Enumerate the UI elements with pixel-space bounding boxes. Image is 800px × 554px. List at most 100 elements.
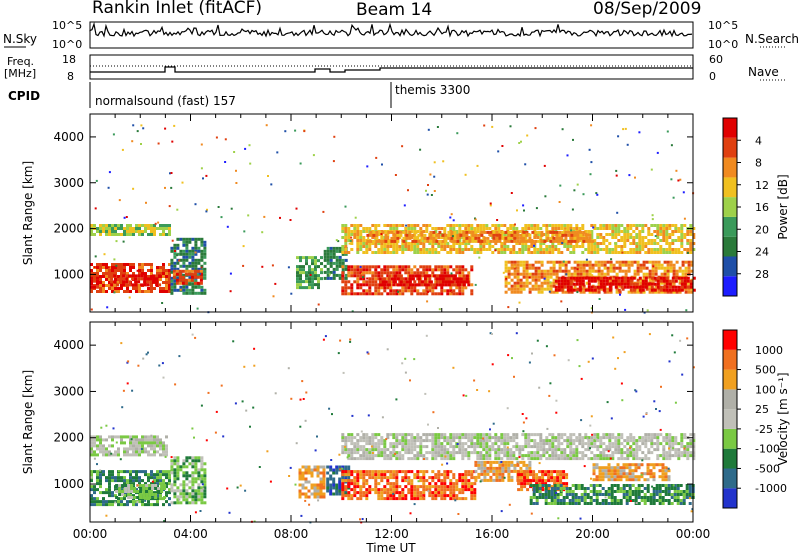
power-echo-cell (374, 224, 378, 227)
power-echo-cell (542, 233, 546, 236)
velocity-echo-cell (617, 433, 621, 437)
power-echo-cell (179, 252, 183, 256)
power-echo-cell (146, 280, 150, 284)
power-echo-cell (191, 246, 195, 250)
velocity-echo-cell (93, 444, 96, 448)
velocity-echo-cell (434, 454, 438, 458)
power-echo-cell (365, 245, 369, 248)
power-echo-cell (570, 266, 574, 270)
power-scatter-point (474, 218, 477, 221)
velocity-echo-cell (605, 445, 609, 449)
power-echo-cell (359, 292, 363, 296)
power-echo-cell (380, 251, 384, 254)
power-echo-cell (93, 285, 96, 289)
power-echo-cell (596, 248, 600, 251)
velocity-echo-cell (692, 448, 696, 452)
velocity-echo-cell (341, 445, 345, 449)
power-echo-cell (437, 251, 441, 254)
velocity-echo-cell (560, 433, 564, 437)
power-echo-cell (425, 230, 429, 233)
velocity-echo-cell (596, 433, 600, 437)
velocity-echo-cell (449, 488, 453, 492)
power-echo-cell (513, 266, 517, 270)
velocity-echo-cell (341, 491, 345, 495)
power-echo-cell (681, 263, 685, 267)
power-echo-cell (680, 233, 684, 236)
power-echo-cell (470, 268, 474, 272)
velocity-echo-cell (150, 444, 153, 448)
velocity-echo-cell (449, 457, 453, 461)
velocity-echo-cell (407, 451, 411, 455)
power-echo-cell (102, 287, 105, 290)
power-echo-cell (542, 242, 546, 245)
velocity-echo-cell (124, 490, 128, 493)
velocity-echo-cell (443, 448, 447, 452)
power-echo-cell (519, 287, 523, 291)
power-echo-cell (638, 224, 642, 227)
power-echo-cell (362, 289, 366, 293)
power-echo-cell (138, 284, 141, 287)
power-echo-cell (558, 230, 562, 234)
power-echo-cell (138, 227, 141, 230)
power-echo-cell (96, 285, 99, 289)
velocity-echo-cell (440, 448, 444, 452)
power-echo-cell (393, 236, 397, 240)
velocity-echo-cell (467, 433, 471, 437)
power-echo-cell (368, 277, 372, 281)
velocity-echo-cell (401, 488, 405, 492)
power-echo-cell (422, 224, 426, 227)
power-echo-cell (377, 283, 381, 287)
power-echo-cell (579, 269, 583, 273)
power-echo-cell (431, 271, 435, 275)
power-echo-cell (546, 284, 550, 288)
power-echo-cell (108, 278, 111, 281)
velocity-echo-cell (443, 433, 447, 437)
power-echo-cell (578, 227, 582, 230)
velocity-echo-cell (671, 454, 675, 458)
velocity-echo-cell (596, 445, 600, 449)
power-echo-cell (546, 233, 550, 237)
power-echo-cell (608, 233, 612, 236)
velocity-echo-cell (200, 486, 204, 490)
power-echo-cell (665, 282, 669, 286)
velocity-echo-cell (111, 473, 114, 477)
velocity-echo-cell (554, 448, 558, 452)
velocity-echo-cell (108, 500, 111, 504)
velocity-echo-cell (536, 448, 540, 452)
power-scatter-point (449, 216, 452, 219)
power-echo-cell (492, 230, 496, 234)
power-echo-cell (179, 258, 183, 262)
velocity-echo-cell (677, 448, 681, 452)
velocity-echo-cell (326, 483, 330, 487)
power-echo-cell (674, 251, 678, 254)
velocity-echo-cell (347, 451, 351, 455)
velocity-echo-cell (437, 494, 441, 498)
velocity-echo-cell (347, 457, 351, 461)
velocity-echo-cell (662, 439, 666, 443)
power-echo-cell (105, 269, 108, 272)
velocity-echo-cell (188, 474, 192, 478)
power-echo-cell (464, 245, 468, 248)
velocity-echo-cell (512, 436, 516, 440)
power-echo-cell (615, 260, 619, 264)
power-scatter-point (509, 125, 512, 128)
power-echo-cell (666, 269, 670, 273)
power-scatter-point (95, 179, 98, 182)
velocity-echo-cell (440, 457, 444, 461)
velocity-echo-cell (410, 448, 414, 452)
power-echo-cell (551, 233, 555, 236)
power-echo-cell (447, 280, 451, 284)
velocity-echo-cell (539, 445, 543, 449)
velocity-echo-cell (485, 454, 489, 458)
velocity-echo-cell (374, 433, 378, 437)
power-echo-cell (141, 230, 144, 233)
power-scatter-point (367, 237, 370, 239)
power-echo-cell (464, 268, 468, 272)
velocity-echo-cell (419, 470, 423, 474)
power-echo-cell (588, 266, 592, 270)
power-echo-cell (317, 265, 320, 269)
velocity-echo-cell (422, 433, 426, 437)
power-echo-cell (184, 281, 188, 285)
velocity-echo-cell (168, 473, 171, 477)
velocity-echo-cell (608, 454, 612, 458)
